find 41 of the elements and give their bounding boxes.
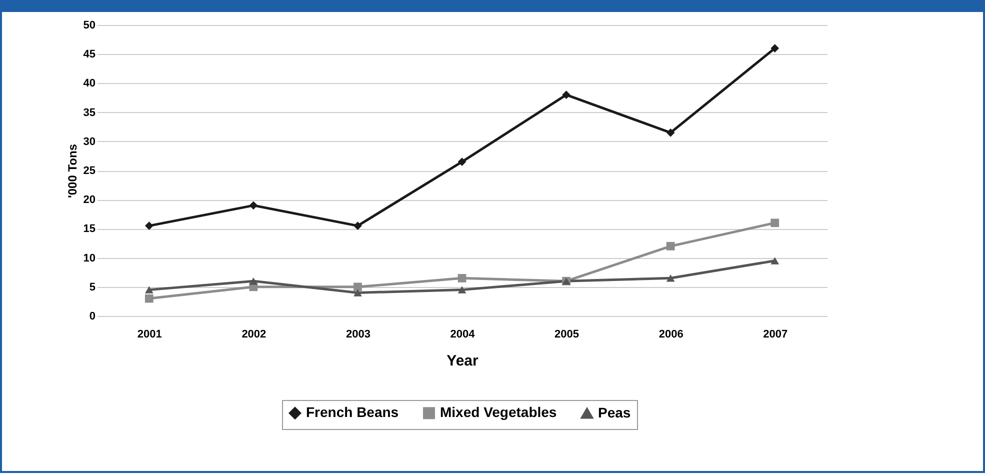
point — [770, 218, 780, 228]
x-tick-label: 2007 — [763, 328, 788, 340]
point — [562, 90, 570, 100]
point — [666, 274, 675, 282]
y-tick-label: 15 — [83, 223, 96, 236]
y-tick-label: 10 — [83, 252, 96, 264]
x-tick-label: 2004 — [450, 328, 476, 340]
y-tick-label: 40 — [83, 78, 96, 90]
point — [249, 201, 258, 210]
point — [144, 286, 154, 294]
y-tick-label: 30 — [83, 136, 96, 148]
y-tick-label: 45 — [83, 48, 96, 61]
point — [458, 286, 466, 294]
x-tick-label: 2001 — [137, 328, 162, 340]
point — [666, 128, 675, 137]
y-axis-title: '000 Tons — [65, 144, 80, 198]
y-tick-label: 25 — [83, 165, 96, 177]
point — [354, 289, 362, 296]
point — [458, 274, 466, 282]
legend-label: Mixed Vegetables — [440, 404, 557, 420]
point — [770, 44, 780, 52]
legend-label: French Beans — [306, 404, 399, 420]
x-tick-label: 2005 — [554, 328, 580, 340]
y-tick-label: 20 — [83, 194, 96, 206]
point — [144, 294, 154, 303]
y-tick-label: 50 — [83, 20, 96, 32]
point — [458, 158, 466, 166]
point — [354, 282, 362, 292]
y-tick-label: 0 — [89, 310, 96, 322]
point — [666, 242, 675, 250]
x-tick-label: 2002 — [242, 328, 266, 340]
y-tick-label: 35 — [83, 106, 96, 119]
point — [144, 222, 154, 230]
x-tick-label: 2006 — [658, 328, 684, 340]
point — [770, 257, 780, 264]
y-tick-label: 5 — [89, 281, 96, 294]
x-axis-title: Year — [446, 352, 479, 370]
legend-label: Peas — [598, 404, 631, 420]
x-tick-label: 2003 — [346, 328, 370, 340]
point — [354, 222, 362, 230]
point — [249, 277, 258, 285]
